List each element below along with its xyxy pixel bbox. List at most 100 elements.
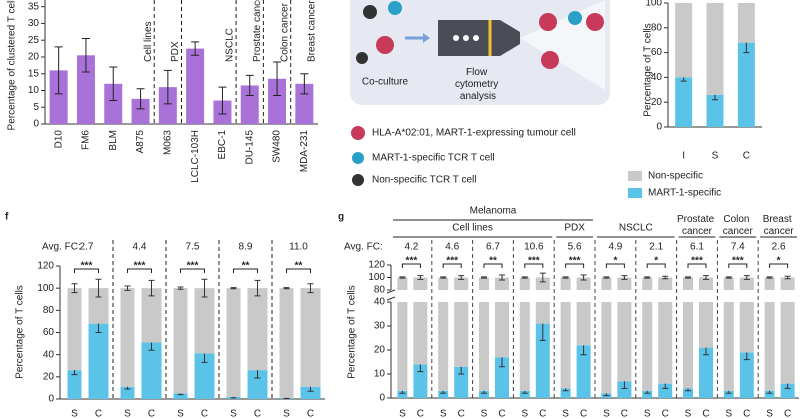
- bar-segment: [576, 277, 591, 346]
- bar-segment: [300, 288, 321, 387]
- error-bar: [163, 69, 172, 105]
- sig-bracket: [728, 263, 748, 268]
- fold-change: 4.9: [608, 242, 622, 253]
- bar-segment: [535, 277, 550, 324]
- y-tick-label: 100: [368, 272, 385, 283]
- fold-change: 7.5: [186, 242, 200, 253]
- y-tick-label: 5: [33, 102, 39, 113]
- bar-segment: [642, 390, 653, 398]
- y-axis-label: Percentage of T cells: [643, 23, 654, 117]
- header-label: Colon cancer: [723, 214, 754, 237]
- fold-change: 2.6: [772, 242, 786, 253]
- bar-segment: [67, 288, 82, 371]
- x-tick-label: C: [784, 409, 791, 419]
- significance: ***: [569, 256, 581, 267]
- tumour-cell-icon: [376, 36, 394, 54]
- legend-icon: [352, 174, 364, 186]
- significance: ***: [134, 261, 146, 272]
- arrowhead: [423, 33, 430, 43]
- bar-segment: [438, 390, 449, 398]
- bar-segment: [764, 277, 775, 391]
- bar-segment: [519, 390, 530, 398]
- x-tick-label: MDA-231: [299, 130, 310, 173]
- sig-bracket: [180, 268, 205, 273]
- x-tick-label: C: [539, 409, 546, 419]
- significance: *: [613, 256, 617, 267]
- bar-segment: [247, 288, 268, 371]
- error-bar: [300, 73, 309, 95]
- significance: ***: [406, 256, 418, 267]
- y-tick-label: 10: [28, 85, 40, 96]
- y-tick-label: 20: [28, 52, 40, 63]
- x-tick-label: C: [148, 409, 155, 419]
- bar-segment: [560, 277, 571, 389]
- error-bar: [201, 278, 208, 298]
- x-tick-label: S: [71, 409, 78, 419]
- t-cell-icon: [356, 52, 368, 64]
- y-tick-label: 20: [651, 97, 663, 108]
- error-bar: [766, 276, 773, 279]
- bar-segment: [226, 288, 241, 397]
- group-label: Prostate cancer: [252, 0, 263, 62]
- bar-segment: [576, 345, 591, 398]
- header-label: Breast cancer: [763, 214, 795, 237]
- fold-change: 2.1: [649, 242, 663, 253]
- bar-segment: [658, 383, 673, 398]
- y-tick-label: 0: [48, 394, 54, 405]
- y-tick-label: 20: [43, 371, 55, 382]
- x-tick-label: LCLC-103H: [190, 130, 201, 183]
- bar-segment: [397, 390, 408, 398]
- diagram: [350, 0, 610, 186]
- error-bar: [521, 276, 528, 279]
- x-tick-label: C: [417, 409, 424, 419]
- y-tick-label: 20: [374, 345, 386, 356]
- light-beam: [520, 0, 605, 90]
- error-bar: [743, 275, 750, 280]
- t-cell-icon: [363, 5, 377, 19]
- error-bar: [784, 275, 791, 280]
- bar-segment: [120, 288, 135, 387]
- x-tick-label: C: [307, 409, 314, 419]
- error-bar: [644, 276, 651, 279]
- t-cell-icon: [388, 1, 402, 15]
- x-tick-label: S: [124, 409, 131, 419]
- fc-label: Avg. FC:: [42, 242, 81, 253]
- y-tick-label: 0: [379, 393, 385, 404]
- x-tick-label: S: [725, 409, 732, 419]
- bar-segment: [438, 277, 449, 391]
- error-bar: [136, 88, 145, 110]
- x-tick-label: C: [662, 409, 669, 419]
- bar-segment: [699, 277, 713, 348]
- bar-segment: [67, 370, 82, 399]
- x-tick-label: S: [177, 409, 184, 419]
- cytometer-dot: [473, 35, 479, 41]
- error-bar: [109, 66, 118, 102]
- header-label: Cell lines: [452, 223, 493, 234]
- bar-segment: [194, 288, 215, 354]
- bar-segment: [723, 277, 734, 391]
- fold-change: 7.4: [731, 242, 745, 253]
- error-bar: [621, 275, 628, 280]
- header-label: Melanoma: [470, 206, 517, 217]
- error-bar: [662, 275, 669, 280]
- bar-segment: [88, 288, 109, 324]
- bar: [295, 83, 314, 124]
- sig-bracket: [286, 268, 311, 273]
- cytometer-dot: [453, 35, 459, 41]
- bar: [158, 87, 177, 124]
- fold-change: 4.6: [445, 242, 459, 253]
- bar-segment: [495, 357, 509, 398]
- bar-segment: [737, 3, 755, 43]
- y-tick-label: 30: [374, 321, 386, 332]
- bar: [268, 78, 287, 124]
- legend-icon: [351, 126, 365, 140]
- y-tick-label: 40: [43, 349, 55, 360]
- bar-segment: [706, 94, 724, 127]
- error-bar: [191, 41, 200, 56]
- fc-label: Avg. FC:: [344, 242, 383, 253]
- step-label: Flow cytometry analysis: [455, 67, 501, 102]
- error-bar: [81, 38, 90, 73]
- y-tick-label: 60: [43, 327, 55, 338]
- bar-segment: [397, 277, 408, 391]
- x-tick-label: C: [458, 409, 465, 419]
